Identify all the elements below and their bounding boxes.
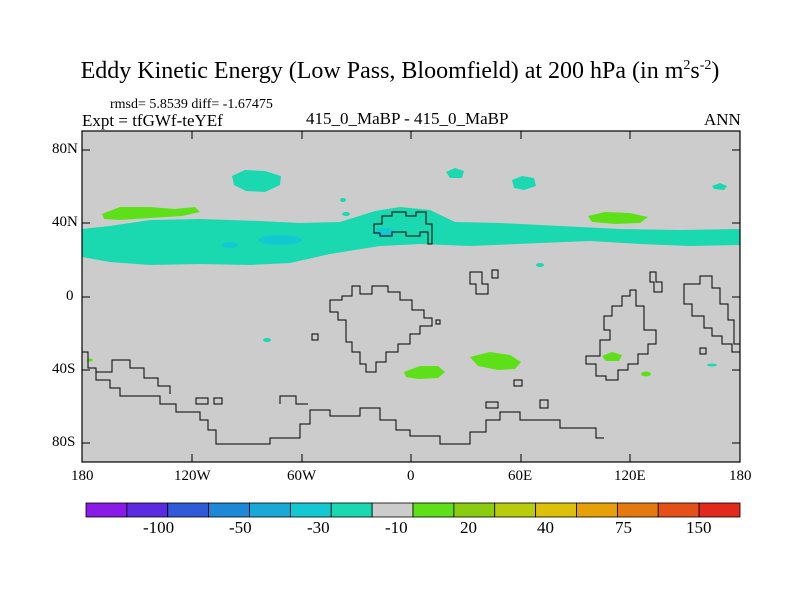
colorbar-label: -100 <box>143 518 175 537</box>
colorbar-swatch <box>412 502 455 518</box>
lat-label: 80S <box>52 434 76 450</box>
cyan-patch <box>263 338 271 342</box>
green-patch <box>470 352 521 370</box>
green-patch <box>602 352 622 361</box>
colorbar-swatch <box>249 502 291 518</box>
coastlines <box>82 211 741 445</box>
colorbar-swatch <box>576 502 618 518</box>
cyan-patch <box>232 170 281 192</box>
lon-label: 60W <box>287 468 317 484</box>
lon-label: 0 <box>407 468 415 484</box>
coastline <box>491 269 499 279</box>
colorbar-label: -10 <box>385 518 408 537</box>
coastline <box>469 271 489 295</box>
cyan-patch <box>707 363 717 367</box>
coastline <box>213 397 223 405</box>
stats-text: rmsd= 5.8539 diff= -1.67475 <box>110 97 273 112</box>
coastline <box>95 359 171 394</box>
lon-label: 120W <box>174 468 211 484</box>
coastline <box>485 401 499 409</box>
colorbar-swatch <box>494 502 537 518</box>
coastline <box>373 211 433 245</box>
colorbar <box>85 502 741 518</box>
colorbar-swatch <box>289 502 332 518</box>
coastline <box>195 397 209 405</box>
colorbar-swatch <box>371 502 414 518</box>
coastline <box>435 319 441 325</box>
cyan-patch <box>446 168 464 178</box>
coastline <box>649 271 663 293</box>
cyan-patch <box>340 198 346 202</box>
green-patch <box>404 366 445 379</box>
lon-label: 60E <box>508 468 533 484</box>
cyan-patch <box>342 212 350 216</box>
cyan-blob <box>258 235 302 245</box>
cyan-patch <box>712 183 727 190</box>
lat-label: 40N <box>52 214 78 230</box>
coastline <box>311 333 319 341</box>
cyan-patch <box>536 263 544 267</box>
colorbar-label: -30 <box>307 518 330 537</box>
green-patch <box>641 371 651 377</box>
colorbar-swatch <box>85 502 128 518</box>
colorbar-swatch <box>208 502 250 518</box>
colorbar-swatch <box>657 502 700 518</box>
experiment-label: Expt = tfGWf-teYEf <box>82 111 223 130</box>
coastline <box>539 399 549 409</box>
colorbar-label: 40 <box>537 518 554 537</box>
colorbar-label: 150 <box>686 518 712 537</box>
colorbar-swatch <box>535 502 577 518</box>
green-patch <box>102 207 200 220</box>
green-patch <box>588 212 648 224</box>
coastline <box>585 289 657 381</box>
cyan-blob <box>222 242 238 248</box>
colorbar-swatch <box>167 502 210 518</box>
lon-label: 180 <box>729 468 752 484</box>
colorbar-swatch <box>453 502 496 518</box>
coastline <box>82 351 604 445</box>
coastline <box>699 347 707 355</box>
cyan-patch <box>512 176 536 190</box>
lat-label: 40S <box>52 361 76 377</box>
chart-title: Eddy Kinetic Energy (Low Pass, Bloomfiel… <box>80 58 720 84</box>
colorbar-label: 75 <box>615 518 632 537</box>
season-label: ANN <box>704 110 741 129</box>
coastline <box>329 285 433 373</box>
colorbar-swatch <box>126 502 169 518</box>
colorbar-swatch <box>698 502 741 518</box>
coastline <box>279 395 308 405</box>
colorbar-label: 20 <box>460 518 477 537</box>
lon-label: 120E <box>614 468 646 484</box>
lat-label: 80N <box>52 141 78 157</box>
lat-label: 0 <box>66 288 74 304</box>
colorbar-swatch <box>330 502 373 518</box>
comparison-label: 415_0_MaBP - 415_0_MaBP <box>306 109 509 128</box>
colorbar-swatch <box>616 502 659 518</box>
lon-label: 180 <box>71 468 94 484</box>
colorbar-label: -50 <box>229 518 252 537</box>
tick-marks <box>82 131 740 462</box>
coastline <box>513 379 523 387</box>
